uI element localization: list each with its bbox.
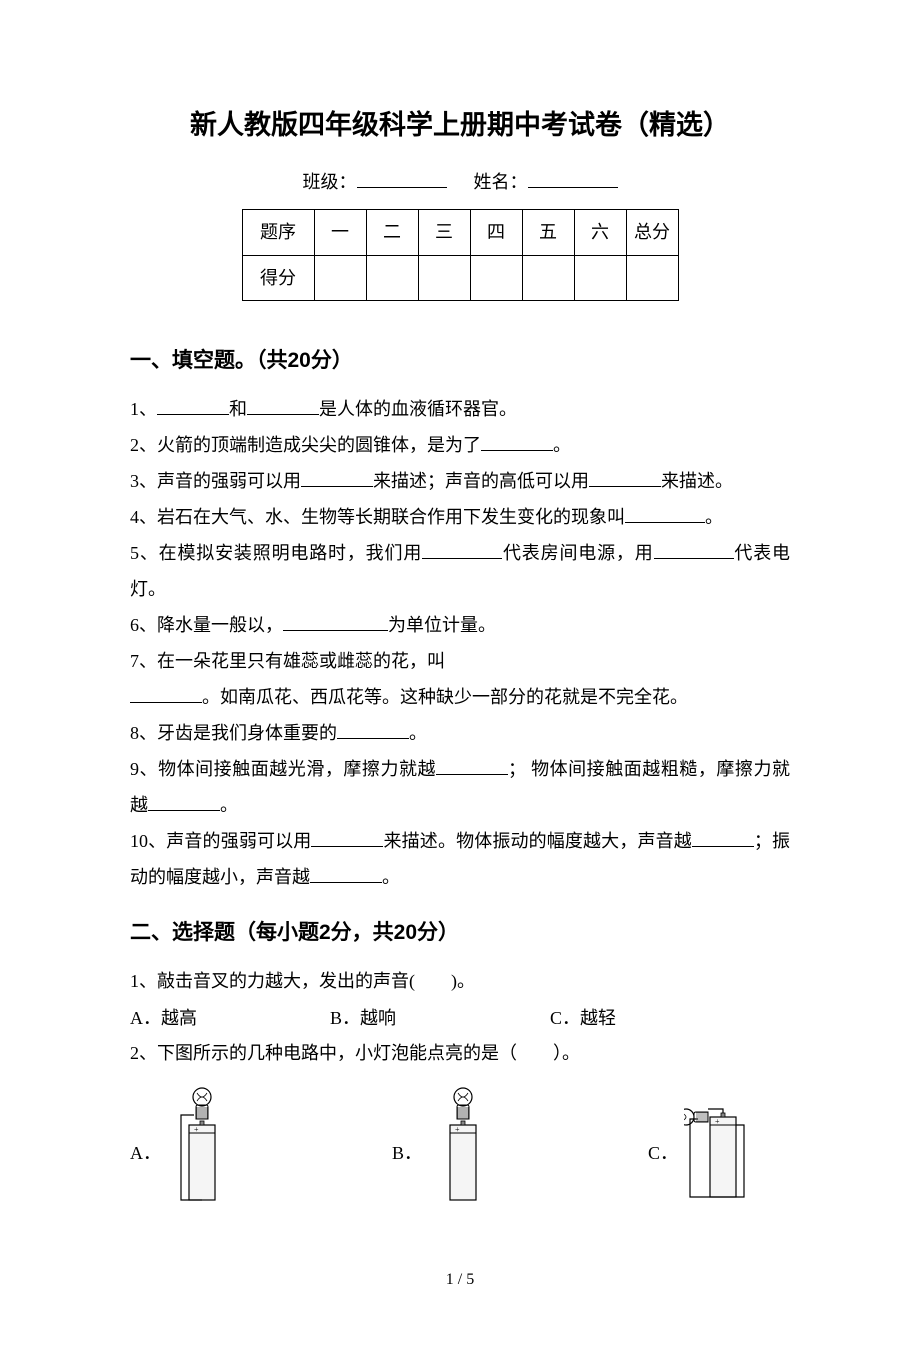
svg-text:+: + xyxy=(715,1117,720,1126)
q-text: 。如南瓜花、西瓜花等。这种缺少一部分的花就是不完全花。 xyxy=(202,687,688,707)
score-cell xyxy=(418,255,470,300)
svg-text:+: + xyxy=(194,1125,199,1134)
header-cell: 总分 xyxy=(626,210,678,255)
q-text: 为单位计量。 xyxy=(388,615,496,635)
s2-q1-options: A．越高 B．越响 C．越轻 xyxy=(130,1001,790,1035)
question-2: 2、火箭的顶端制造成尖尖的圆锥体，是为了 。 xyxy=(130,427,790,463)
blank xyxy=(311,829,383,847)
circuit-b: B． + xyxy=(392,1085,498,1205)
blank xyxy=(625,505,705,523)
blank xyxy=(589,469,661,487)
q-text: 8、牙齿是我们身体重要的 xyxy=(130,723,337,743)
name-blank xyxy=(528,169,618,189)
circuit-a-icon: + xyxy=(167,1085,237,1205)
blank xyxy=(654,541,734,559)
q-text: 9、物体间接触面越光滑，摩擦力就越 xyxy=(130,759,436,779)
circuit-c-icon: + xyxy=(684,1085,754,1205)
q-text: 2、火箭的顶端制造成尖尖的圆锥体，是为了 xyxy=(130,435,481,455)
question-7: 7、在一朵花里只有雄蕊或雌蕊的花，叫。如南瓜花、西瓜花等。这种缺少一部分的花就是… xyxy=(130,643,790,715)
circuit-label-a: A． xyxy=(130,1136,161,1205)
header-cell: 六 xyxy=(574,210,626,255)
s2-question-1: 1、敲击音叉的力越大，发出的声音( )。 xyxy=(130,963,790,999)
document-title: 新人教版四年级科学上册期中考试卷（精选） xyxy=(130,100,790,151)
q-text: 来描述。 xyxy=(661,471,733,491)
score-table: 题序 一 二 三 四 五 六 总分 得分 xyxy=(242,209,679,300)
q-text: 。 xyxy=(409,723,427,743)
header-cell: 三 xyxy=(418,210,470,255)
blank xyxy=(283,613,388,631)
circuit-label-b: B． xyxy=(392,1136,422,1205)
blank xyxy=(247,397,319,415)
s2-question-2: 2、下图所示的几种电路中，小灯泡能点亮的是（ ）。 xyxy=(130,1035,790,1071)
header-cell: 二 xyxy=(366,210,418,255)
q-text: 1、 xyxy=(130,399,157,419)
option-c: C．越轻 xyxy=(550,1001,616,1035)
q-text: 来描述；声音的高低可以用 xyxy=(373,471,589,491)
question-6: 6、降水量一般以， 为单位计量。 xyxy=(130,607,790,643)
header-cell: 题序 xyxy=(242,210,314,255)
option-a: A．越高 xyxy=(130,1001,330,1035)
blank xyxy=(301,469,373,487)
blank xyxy=(157,397,229,415)
blank xyxy=(481,433,553,451)
section2-title: 二、选择题（每小题2分，共20分） xyxy=(130,913,790,953)
blank xyxy=(130,685,202,703)
question-4: 4、岩石在大气、水、生物等长期联合作用下发生变化的现象叫 。 xyxy=(130,499,790,535)
svg-text:+: + xyxy=(455,1125,460,1134)
circuit-b-icon: + xyxy=(428,1085,498,1205)
q-text: 。 xyxy=(382,867,400,887)
question-9: 9、物体间接触面越光滑，摩擦力就越； 物体间接触面越粗糙，摩擦力就越。 xyxy=(130,751,790,823)
q-text: 5、在模拟安装照明电路时，我们用 xyxy=(130,543,422,563)
blank xyxy=(692,829,754,847)
header-cell: 一 xyxy=(314,210,366,255)
q-text: 4、岩石在大气、水、生物等长期联合作用下发生变化的现象叫 xyxy=(130,507,625,527)
q-text: 来描述。物体振动的幅度越大，声音越 xyxy=(383,831,691,851)
blank xyxy=(310,865,382,883)
blank xyxy=(422,541,502,559)
blank xyxy=(337,721,409,739)
score-cell xyxy=(574,255,626,300)
score-cell xyxy=(366,255,418,300)
info-line: 班级： 姓名： xyxy=(130,165,790,199)
section1-title: 一、填空题。（共20分） xyxy=(130,341,790,381)
question-8: 8、牙齿是我们身体重要的 。 xyxy=(130,715,790,751)
circuit-options: A． + B． + C． xyxy=(130,1085,790,1205)
q-text: 3、声音的强弱可以用 xyxy=(130,471,301,491)
q-text: 。 xyxy=(220,795,238,815)
page-number: 1 / 5 xyxy=(130,1265,790,1295)
q-text: 。 xyxy=(705,507,723,527)
header-cell: 五 xyxy=(522,210,574,255)
q-text: 代表房间电源，用 xyxy=(502,543,653,563)
circuit-c: C． + xyxy=(648,1085,754,1205)
blank xyxy=(436,757,508,775)
q-text: 7、在一朵花里只有雄蕊或雌蕊的花，叫 xyxy=(130,651,445,671)
q-text: 。 xyxy=(553,435,571,455)
q-text: 6、降水量一般以， xyxy=(130,615,283,635)
class-label: 班级： xyxy=(303,172,357,192)
table-row: 题序 一 二 三 四 五 六 总分 xyxy=(242,210,678,255)
score-cell xyxy=(470,255,522,300)
score-label-cell: 得分 xyxy=(242,255,314,300)
question-3: 3、声音的强弱可以用 来描述；声音的高低可以用 来描述。 xyxy=(130,463,790,499)
header-cell: 四 xyxy=(470,210,522,255)
score-cell xyxy=(314,255,366,300)
q-text: 10、声音的强弱可以用 xyxy=(130,831,311,851)
table-row: 得分 xyxy=(242,255,678,300)
class-blank xyxy=(357,169,447,189)
name-label: 姓名： xyxy=(474,172,528,192)
question-1: 1、 和 是人体的血液循环器官。 xyxy=(130,391,790,427)
circuit-a: A． + xyxy=(130,1085,237,1205)
blank xyxy=(148,793,220,811)
option-b: B．越响 xyxy=(330,1001,550,1035)
score-cell xyxy=(522,255,574,300)
q-text: 是人体的血液循环器官。 xyxy=(319,399,517,419)
circuit-label-c: C． xyxy=(648,1136,678,1205)
question-5: 5、在模拟安装照明电路时，我们用代表房间电源，用代表电灯。 xyxy=(130,535,790,607)
q-text: 和 xyxy=(229,399,247,419)
score-cell xyxy=(626,255,678,300)
question-10: 10、声音的强弱可以用来描述。物体振动的幅度越大，声音越；振动的幅度越小，声音越… xyxy=(130,823,790,895)
